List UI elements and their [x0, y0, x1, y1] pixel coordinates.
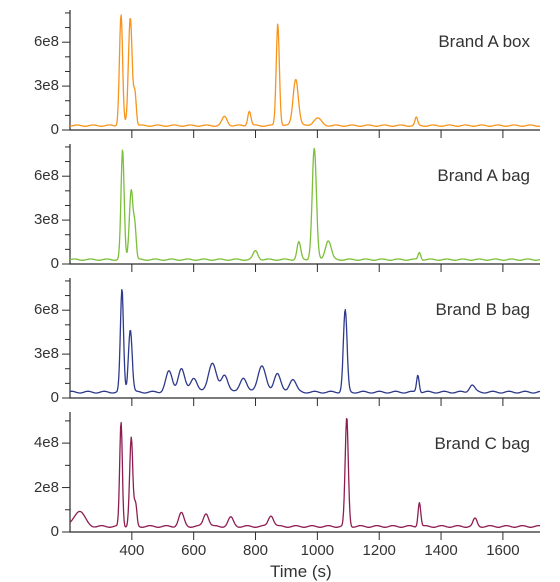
- y-tick-label: 0: [51, 121, 59, 138]
- y-tick-label: 0: [51, 523, 59, 540]
- y-tick-label: 2e8: [34, 479, 59, 496]
- x-tick-label: 1200: [363, 542, 396, 559]
- y-tick-label: 3e8: [34, 345, 59, 362]
- panel-label: Brand A box: [438, 32, 530, 52]
- x-tick-label: 800: [243, 542, 268, 559]
- figure: 0 3e8 6e8 Brand A box 0 3e8 6e8 Brand A bag 0 3e8…: [0, 0, 560, 574]
- y-tick-label: 0: [51, 255, 59, 272]
- panel-label: Brand B bag: [435, 300, 530, 320]
- x-axis-title: Time (s): [270, 562, 332, 582]
- chart-svg: [0, 0, 560, 574]
- y-tick-label: 3e8: [34, 77, 59, 94]
- panel-label: Brand C bag: [435, 434, 530, 454]
- x-tick-label: 1600: [486, 542, 519, 559]
- y-tick-label: 6e8: [34, 167, 59, 184]
- x-tick-label: 600: [181, 542, 206, 559]
- y-tick-label: 6e8: [34, 33, 59, 50]
- y-tick-label: 6e8: [34, 301, 59, 318]
- x-tick-label: 1400: [424, 542, 457, 559]
- x-tick-label: 400: [119, 542, 144, 559]
- y-tick-label: 0: [51, 389, 59, 406]
- panel-label: Brand A bag: [437, 166, 530, 186]
- y-tick-label: 3e8: [34, 211, 59, 228]
- y-tick-label: 4e8: [34, 434, 59, 451]
- x-tick-label: 1000: [301, 542, 334, 559]
